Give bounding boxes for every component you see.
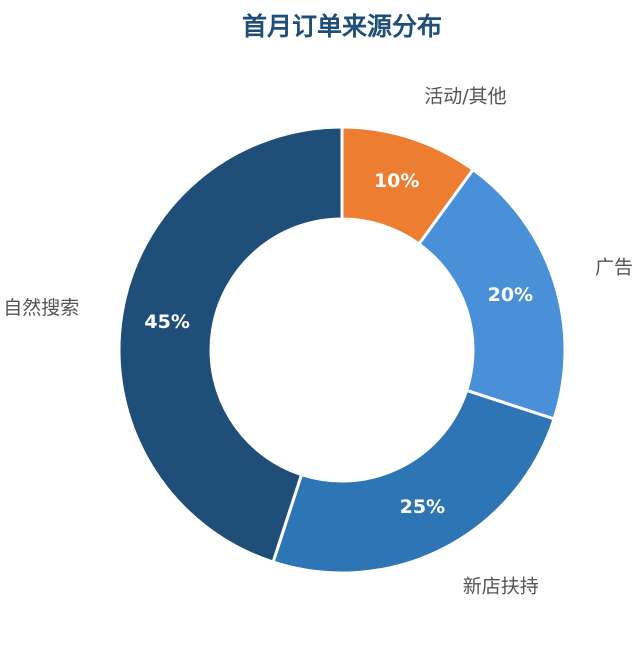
value-label: 45% <box>144 311 189 333</box>
slice-label: 新店扶持 <box>463 576 539 598</box>
donut-slice <box>416 167 567 421</box>
slice-label: 广告 <box>595 256 633 278</box>
value-label: 25% <box>400 496 445 518</box>
donut-slice <box>117 125 344 564</box>
chart-title: 首月订单来源分布 <box>242 12 442 41</box>
value-label: 10% <box>374 170 419 192</box>
slice-label: 自然搜索 <box>3 297 79 319</box>
value-label: 20% <box>488 284 533 306</box>
donut-slice <box>271 388 556 575</box>
slice-label: 活动/其他 <box>424 86 506 108</box>
